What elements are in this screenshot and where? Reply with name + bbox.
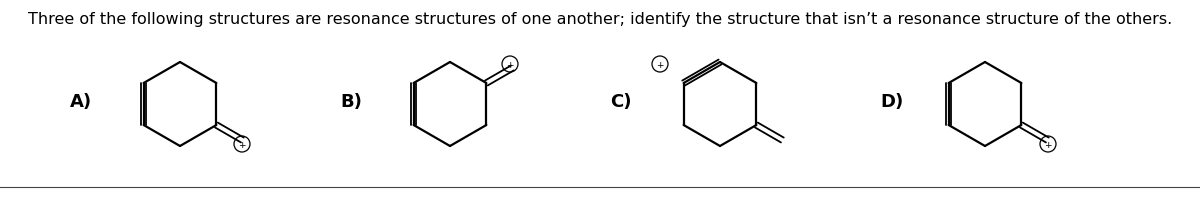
Text: Three of the following structures are resonance structures of one another; ident: Three of the following structures are re…	[28, 12, 1172, 27]
Text: A): A)	[70, 93, 92, 110]
Text: C): C)	[610, 93, 631, 110]
Text: +: +	[656, 60, 664, 69]
Text: +: +	[506, 60, 514, 69]
Text: B): B)	[340, 93, 362, 110]
Text: D): D)	[880, 93, 904, 110]
Text: +: +	[1044, 140, 1051, 149]
Text: +: +	[239, 140, 246, 149]
